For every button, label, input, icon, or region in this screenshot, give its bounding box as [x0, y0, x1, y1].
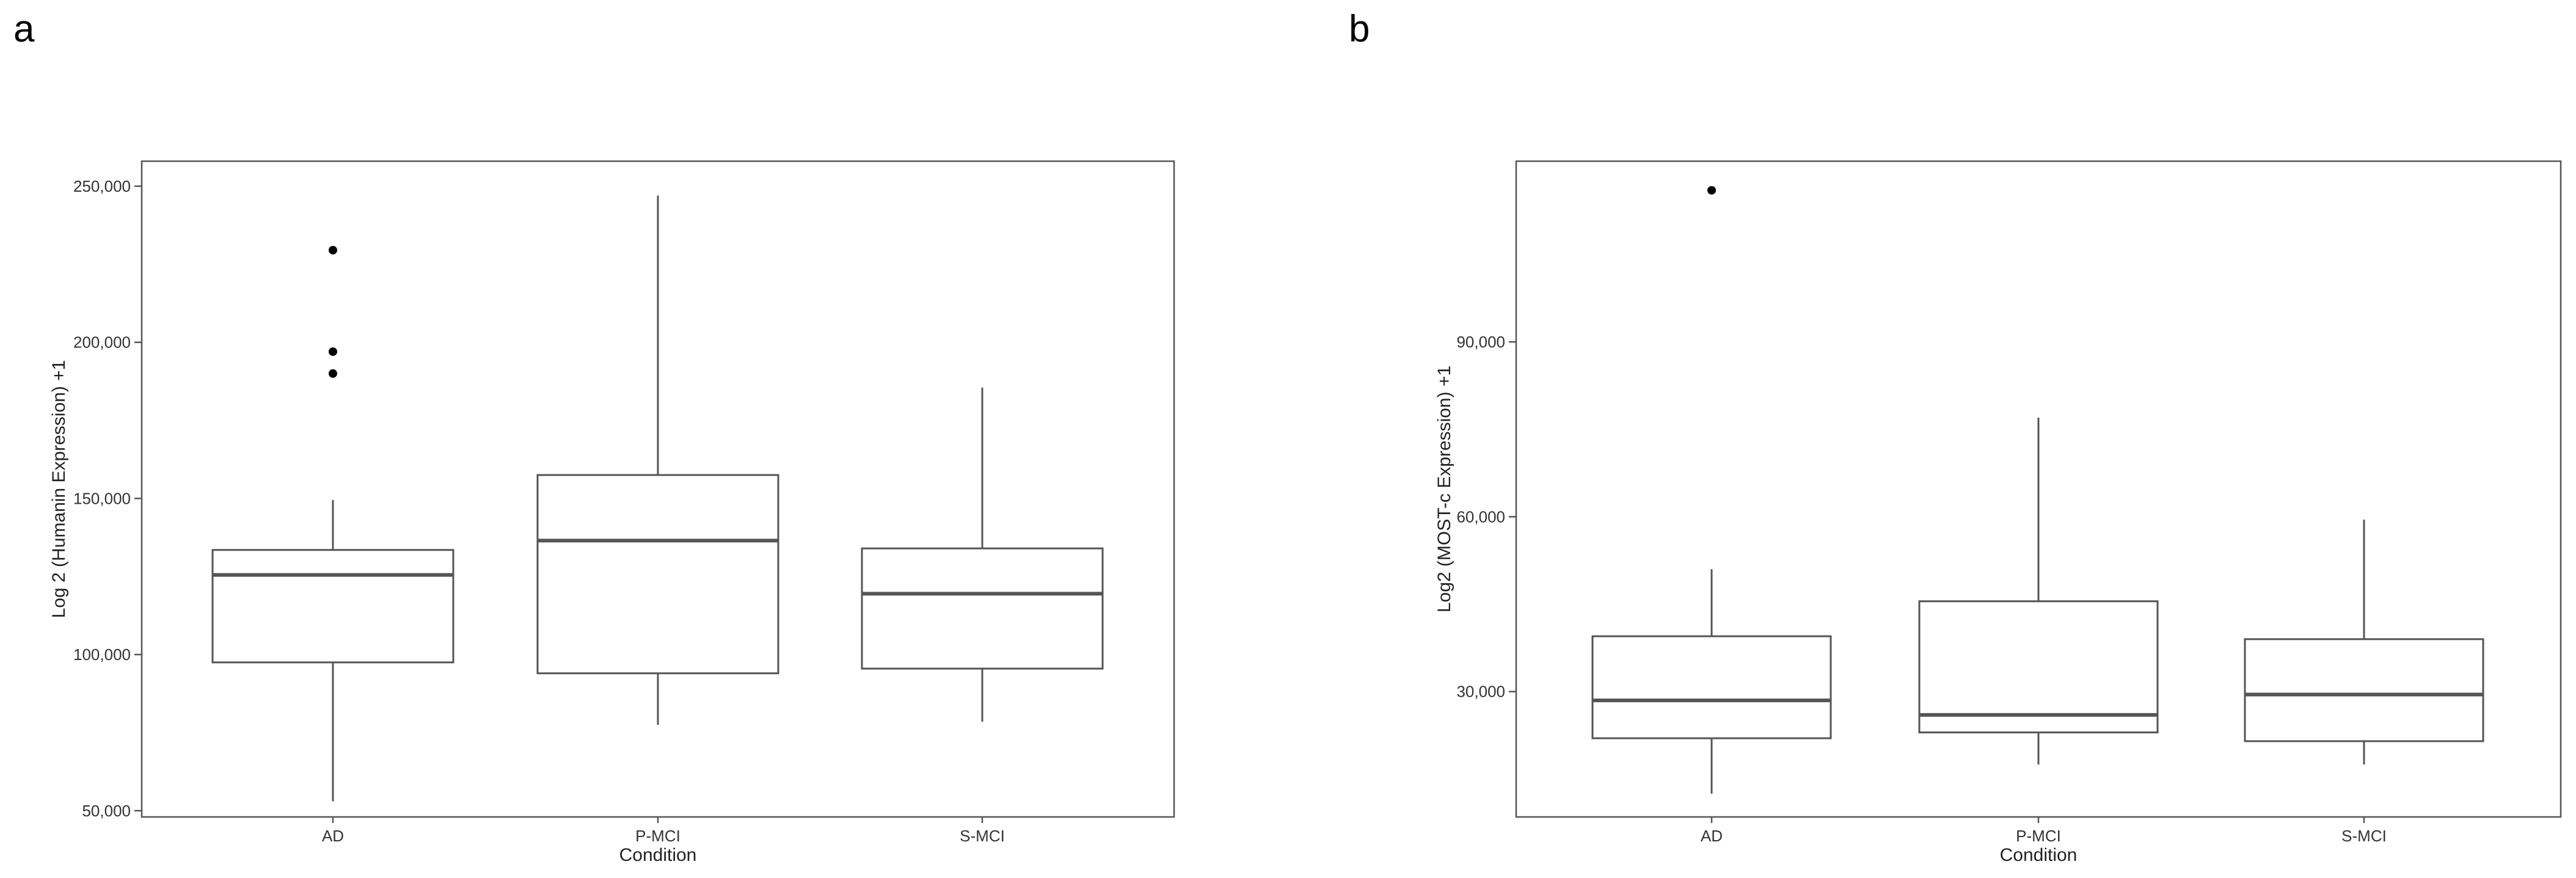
outlier-point	[329, 369, 337, 378]
y-tick-label: 90,000	[1456, 333, 1505, 351]
x-axis-title: Condition	[2000, 845, 2078, 865]
boxplots	[1591, 186, 2484, 794]
y-tick-label: 50,000	[82, 802, 131, 820]
panel-a: a 50,000 100,000 150,000 200,000 250,000 AD P…	[13, 8, 1175, 865]
y-tick-label: 60,000	[1456, 507, 1505, 526]
box-s-mci	[2244, 520, 2484, 765]
x-tick-label: AD	[1701, 827, 1723, 845]
outlier-point	[329, 347, 337, 356]
x-axis-title: Condition	[619, 845, 697, 865]
box-ad	[211, 245, 454, 802]
x-tick-label: S-MCI	[960, 827, 1005, 845]
x-tick-label: P-MCI	[635, 827, 680, 845]
outlier-point	[1707, 186, 1716, 195]
panel-label: b	[1349, 8, 1370, 50]
iqr-box	[536, 474, 779, 675]
iqr-box	[1591, 635, 1832, 739]
y-tick-label: 100,000	[73, 645, 131, 664]
y-tick-label: 30,000	[1456, 683, 1505, 701]
y-tick-label: 200,000	[73, 333, 131, 352]
y-axis: 50,000 100,000 150,000 200,000 250,000	[73, 177, 142, 820]
box-p-mci	[1918, 418, 2159, 765]
x-tick-label: S-MCI	[2341, 827, 2387, 845]
iqr-box	[211, 549, 454, 664]
y-axis-title: Log 2 (Humanin Expression) +1	[49, 360, 69, 619]
panel-b: b 30,000 60,000 90,000 AD P-MCI S-MCI Condit…	[1349, 8, 2562, 865]
y-axis: 30,000 60,000 90,000	[1456, 333, 1516, 701]
y-tick-label: 250,000	[73, 177, 131, 195]
y-tick-label: 150,000	[73, 489, 131, 507]
outlier-point	[329, 245, 337, 255]
box-ad	[1591, 186, 1832, 794]
panel-label: a	[13, 8, 35, 50]
x-axis: AD P-MCI S-MCI	[1701, 817, 2387, 845]
boxplots	[211, 195, 1104, 802]
iqr-box	[1918, 600, 2159, 734]
box-p-mci	[536, 195, 779, 725]
x-axis: AD P-MCI S-MCI	[322, 817, 1005, 845]
y-axis-title: Log2 (MOST-c Expression) +1	[1434, 366, 1454, 612]
iqr-box	[861, 547, 1104, 670]
x-tick-label: P-MCI	[2016, 827, 2061, 845]
iqr-box	[2244, 638, 2484, 742]
x-tick-label: AD	[322, 827, 344, 845]
box-s-mci	[861, 387, 1104, 722]
